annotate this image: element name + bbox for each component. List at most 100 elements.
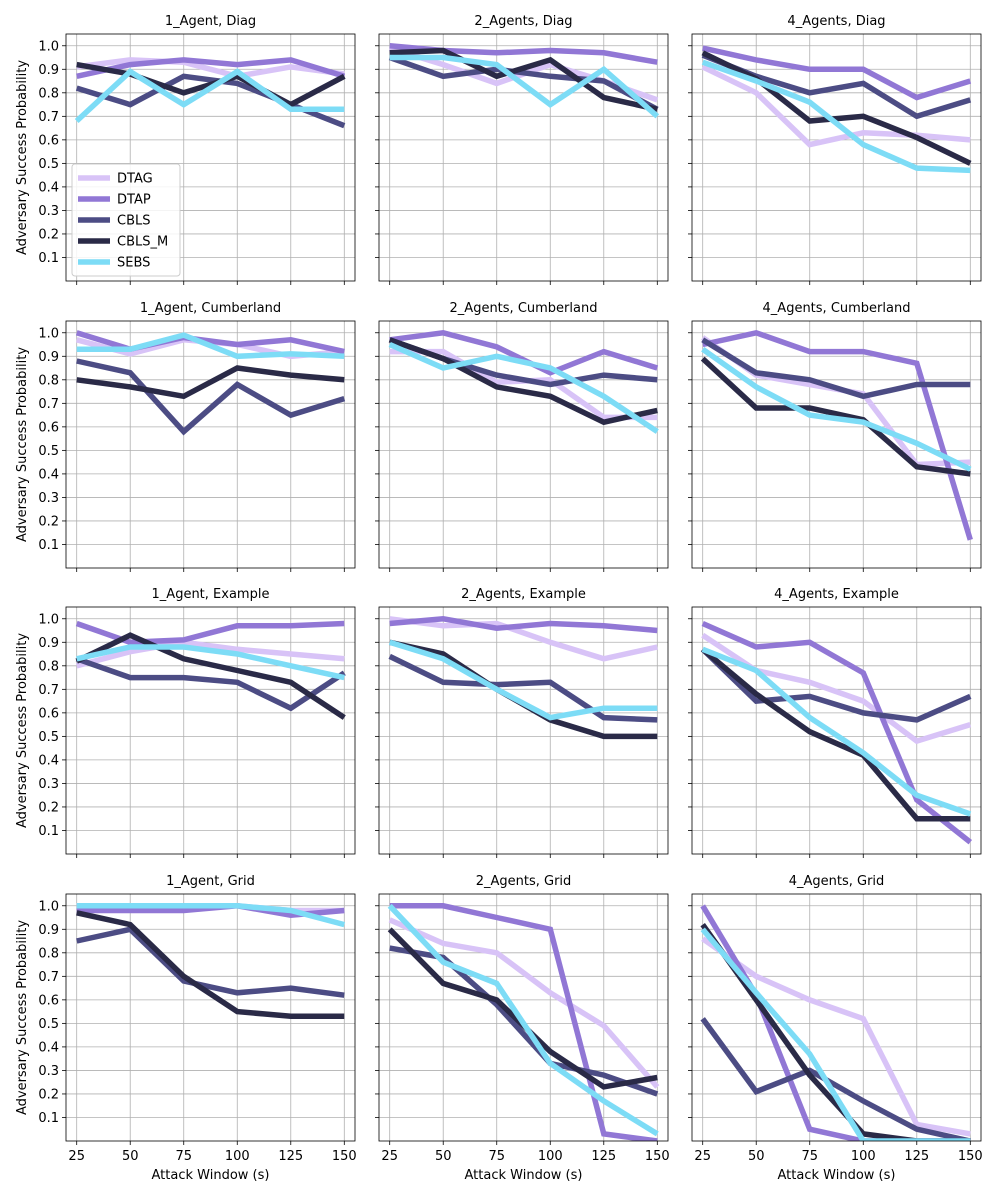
subplot-7: 1_Agent, Example 0.1 0.2 0.3 0.4 0.5 0.6 0.7 0.8… xyxy=(15,587,356,858)
axes-frame xyxy=(378,893,669,1142)
legend-box xyxy=(71,163,181,277)
subplot-title: 2_Agents, Cumberland xyxy=(450,301,598,316)
legend-label: SEBS xyxy=(117,256,150,271)
x-tick-label: 50 xyxy=(122,1149,139,1164)
axes-frame xyxy=(691,320,982,569)
subplot-title: 2_Agents, Example xyxy=(461,587,586,602)
axes-frame xyxy=(65,606,356,855)
series-group xyxy=(74,57,346,129)
series-line-cbls_m xyxy=(700,647,971,822)
legend-label: DTAP xyxy=(117,193,151,208)
subplot-title: 4_Agents, Cumberland xyxy=(763,301,911,316)
series-group xyxy=(700,329,973,541)
y-tick-label: 0.9 xyxy=(38,923,59,938)
x-tick-label: 125 xyxy=(591,1149,616,1164)
y-tick-label: 1.0 xyxy=(38,326,59,341)
y-axis-label: Adversary Success Probability xyxy=(15,347,30,542)
subplot-2: 2_Agents, Diag xyxy=(375,14,669,285)
y-tick-label: 0.3 xyxy=(38,777,59,792)
series-line-dtap xyxy=(702,329,973,541)
series-line-sebs xyxy=(387,903,659,1137)
axes-frame xyxy=(691,33,982,282)
series-line-cbls_m xyxy=(76,910,345,1020)
y-tick-label: 0.3 xyxy=(38,491,59,506)
subplot-10: 1_Agent, Grid 0.1 0.2 0.3 0.4 0.5 0.6 0.7 0.8 0.9… xyxy=(15,874,357,1183)
subplot-11: 2_Agents, Grid 25 50 75 100 125 150 Attack Wind… xyxy=(375,874,670,1183)
series-line-sebs xyxy=(76,644,345,681)
series-line-cbls_m xyxy=(700,356,971,477)
series-group xyxy=(75,620,346,720)
legend-label: CBLS xyxy=(117,214,151,229)
series-line-cbls xyxy=(76,926,345,998)
series-group xyxy=(388,616,658,740)
y-tick-label: 0.8 xyxy=(38,86,59,101)
y-tick-label: 0.5 xyxy=(38,157,59,172)
series-line-dtap xyxy=(389,903,658,1141)
series-line-cbls xyxy=(76,358,346,436)
x-tick-label: 100 xyxy=(538,1149,563,1164)
y-tick-label: 0.4 xyxy=(38,467,59,482)
y-tick-label: 0.6 xyxy=(38,420,59,435)
subplot-3: 4_Agents, Diag xyxy=(688,14,982,285)
x-axis-label: Attack Window (s) xyxy=(778,1168,896,1183)
y-tick-label: 0.1 xyxy=(38,538,59,553)
series-line-cbls xyxy=(75,656,346,712)
x-axis-label: Attack Window (s) xyxy=(465,1168,583,1183)
y-tick-label: 0.7 xyxy=(38,110,59,125)
subplot-5: 2_Agents, Cumberland xyxy=(375,301,669,572)
y-tick-label: 0.9 xyxy=(38,636,59,651)
series-line-sebs xyxy=(388,341,659,434)
y-tick-label: 0.1 xyxy=(38,251,59,266)
subplot-title: 2_Agents, Diag xyxy=(474,14,572,29)
x-tick-label: 150 xyxy=(958,1149,983,1164)
series-group xyxy=(76,903,346,1020)
y-tick-label: 0.9 xyxy=(38,350,59,365)
axes-frame xyxy=(378,33,669,282)
series-group xyxy=(388,330,659,434)
series-line-sebs xyxy=(76,903,346,928)
y-tick-label: 0.6 xyxy=(38,993,59,1008)
subplot-8: 2_Agents, Example xyxy=(375,587,669,858)
x-tick-label: 25 xyxy=(381,1149,398,1164)
y-tick-label: 0.5 xyxy=(38,1017,59,1032)
subplot-title: 4_Agents, Grid xyxy=(789,874,885,889)
y-tick-label: 0.6 xyxy=(38,133,59,148)
series-line-sebs xyxy=(700,927,971,1141)
legend-label: DTAG xyxy=(117,172,153,187)
axes-frame xyxy=(378,606,669,855)
series-line-cbls_m xyxy=(76,365,345,400)
subplot-title: 1_Agent, Grid xyxy=(166,874,255,889)
legend-label: CBLS_M xyxy=(117,235,168,250)
series-line-cbls_m xyxy=(701,50,972,166)
y-tick-label: 0.9 xyxy=(38,63,59,78)
series-line-dtap xyxy=(702,45,972,101)
y-tick-label: 0.2 xyxy=(38,227,59,242)
series-line-dtap xyxy=(701,620,973,845)
series-group xyxy=(387,903,660,1141)
y-tick-label: 1.0 xyxy=(38,39,59,54)
y-axis-label: Adversary Success Probability xyxy=(15,60,30,255)
series-line-cbls_m xyxy=(389,47,658,112)
axes-frame xyxy=(65,33,356,282)
series-line-sebs xyxy=(389,54,660,119)
x-tick-label: 75 xyxy=(175,1149,192,1164)
x-tick-label: 25 xyxy=(694,1149,711,1164)
series-line-cbls_m xyxy=(76,61,346,108)
x-tick-label: 25 xyxy=(68,1149,85,1164)
series-line-dtap xyxy=(389,616,658,634)
y-tick-label: 0.4 xyxy=(38,1040,59,1055)
y-tick-label: 0.8 xyxy=(38,373,59,388)
series-line-sebs xyxy=(701,59,971,174)
series-line-cbls xyxy=(700,1017,971,1141)
y-tick-label: 0.4 xyxy=(38,753,59,768)
subplot-1: 1_Agent, Diag 0.1 0.2 0.3 0.4 0.5 0.6 0.7 0.8 0.9… xyxy=(15,14,356,285)
subplot-title: 1_Agent, Diag xyxy=(165,14,256,29)
subplot-12: 4_Agents, Grid 25 50 75 100 125 150 Attack Wind… xyxy=(688,874,983,1183)
y-tick-label: 0.6 xyxy=(38,706,59,721)
series-line-sebs xyxy=(76,332,345,360)
y-tick-label: 0.7 xyxy=(38,397,59,412)
y-tick-label: 0.2 xyxy=(38,514,59,529)
series-group xyxy=(700,904,971,1141)
x-tick-label: 100 xyxy=(851,1149,876,1164)
subplot-4: 1_Agent, Cumberland 0.1 0.2 0.3 0.4 0.5 0.6 0.7… xyxy=(15,301,356,572)
